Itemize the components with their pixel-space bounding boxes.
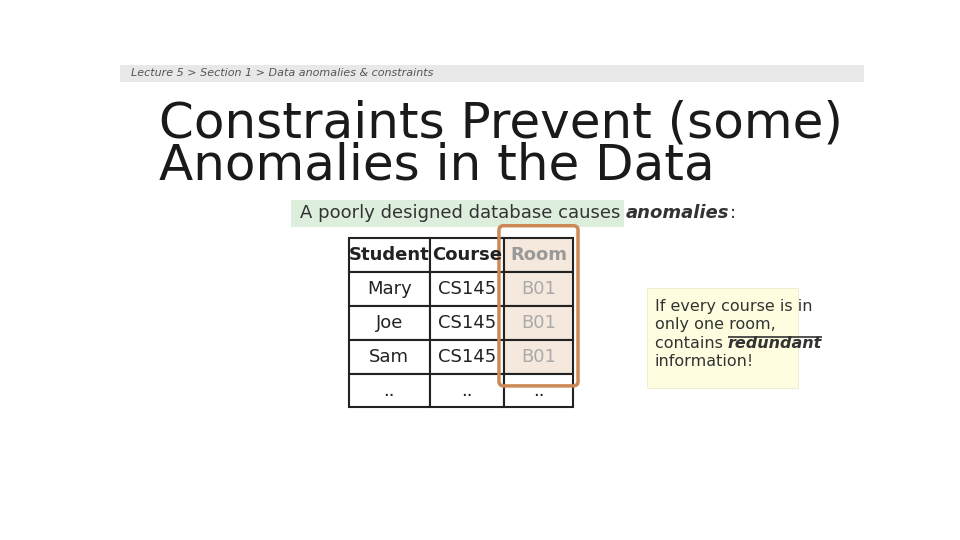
Text: Anomalies in the Data: Anomalies in the Data [158, 142, 714, 190]
Text: Room: Room [510, 246, 567, 264]
Text: CS145: CS145 [438, 280, 496, 298]
Text: A poorly designed database causes: A poorly designed database causes [300, 205, 626, 222]
Text: information!: information! [655, 354, 754, 369]
Text: Lecture 5 > Section 1 > Data anomalies & constraints: Lecture 5 > Section 1 > Data anomalies &… [131, 68, 433, 78]
Bar [430, 340, 504, 374]
Text: :: : [730, 205, 735, 222]
Text: Joe: Joe [375, 314, 403, 332]
Bar [291, 200, 624, 227]
Text: Course: Course [432, 246, 502, 264]
Bar [647, 288, 798, 388]
Bar [348, 238, 430, 272]
Text: redundant: redundant [728, 336, 822, 351]
Text: B01: B01 [521, 280, 556, 298]
Bar [348, 340, 430, 374]
Text: only one room,: only one room, [655, 318, 776, 332]
Text: anomalies: anomalies [626, 205, 730, 222]
Text: CS145: CS145 [438, 314, 496, 332]
Text: B01: B01 [521, 348, 556, 366]
Bar [504, 340, 573, 374]
Text: Mary: Mary [367, 280, 412, 298]
Text: ..: .. [461, 381, 472, 400]
Bar [430, 272, 504, 306]
Text: If every course is in: If every course is in [655, 299, 812, 314]
Bar [348, 374, 430, 408]
Bar [430, 374, 504, 408]
Bar [504, 306, 573, 340]
Text: Constraints Prevent (some): Constraints Prevent (some) [158, 99, 843, 147]
Bar [348, 306, 430, 340]
Text: contains: contains [655, 336, 728, 351]
Text: Student: Student [348, 246, 430, 264]
Bar [120, 65, 864, 82]
Text: ..: .. [533, 381, 544, 400]
Text: CS145: CS145 [438, 348, 496, 366]
Text: B01: B01 [521, 314, 556, 332]
Bar [504, 238, 573, 272]
Bar [504, 272, 573, 306]
Bar [348, 272, 430, 306]
Bar [430, 238, 504, 272]
Text: ..: .. [384, 381, 396, 400]
Text: Sam: Sam [370, 348, 409, 366]
Bar [430, 306, 504, 340]
Bar [504, 374, 573, 408]
